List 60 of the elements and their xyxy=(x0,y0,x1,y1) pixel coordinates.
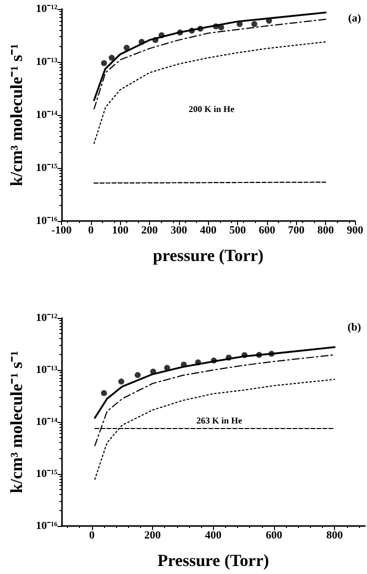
point xyxy=(242,352,248,358)
point xyxy=(152,37,158,44)
x-tick-label: 400 xyxy=(205,530,222,542)
x-tick-label: 400 xyxy=(200,224,217,236)
line-series xyxy=(94,354,336,446)
point xyxy=(134,372,141,378)
point xyxy=(226,354,232,361)
y-tick-label: 10⁻¹² xyxy=(36,3,58,15)
y-axis-title: k/cm³ molecule⁻¹ s⁻¹ xyxy=(7,44,26,186)
point xyxy=(164,364,170,371)
point xyxy=(100,390,107,396)
y-tick-label: 10⁻¹² xyxy=(36,312,58,324)
annotation: 200 K in He xyxy=(188,104,234,114)
x-axis-title: Pressure (Torr) xyxy=(157,551,270,570)
x-axis-title: pressure (Torr) xyxy=(152,246,264,265)
point xyxy=(158,32,165,38)
line-series xyxy=(94,346,336,419)
x-tick-label: 900 xyxy=(346,224,364,236)
point xyxy=(118,378,124,385)
x-tick-label: 100 xyxy=(112,224,129,236)
point xyxy=(195,359,202,366)
point xyxy=(101,60,108,66)
point xyxy=(108,54,115,61)
y-tick-label: 10⁻¹⁵ xyxy=(36,162,58,174)
line-series xyxy=(94,41,326,144)
point xyxy=(177,30,184,36)
y-tick-label: 10⁻¹⁶ xyxy=(36,520,58,532)
point xyxy=(197,26,204,32)
point xyxy=(256,352,262,358)
x-tick-label: 700 xyxy=(288,224,306,236)
line-series xyxy=(94,378,336,480)
y-tick-label: 10⁻¹⁴ xyxy=(36,416,58,428)
x-tick-label: 200 xyxy=(141,224,158,236)
x-tick-label: 0 xyxy=(88,224,94,236)
x-tick-label: 500 xyxy=(229,224,246,236)
x-tick-label: 300 xyxy=(170,224,188,236)
x-tick-label: 200 xyxy=(144,530,162,542)
annotation: (a) xyxy=(348,12,362,24)
x-tick-label: 600 xyxy=(266,530,283,542)
point xyxy=(251,21,258,28)
point xyxy=(212,23,219,30)
y-tick-label: 10⁻¹⁶ xyxy=(36,215,58,227)
annotation: 263 K in He xyxy=(196,416,242,426)
x-tick-label: -100 xyxy=(51,224,72,236)
y-tick-label: 10⁻¹⁴ xyxy=(36,109,58,121)
point xyxy=(138,38,145,45)
y-tick-label: 10⁻¹³ xyxy=(36,364,58,376)
x-tick-label: 600 xyxy=(258,224,276,236)
y-tick-label: 10⁻¹⁵ xyxy=(36,468,58,480)
x-tick-label: 800 xyxy=(326,530,344,542)
point xyxy=(268,350,275,357)
x-tick-label: 0 xyxy=(89,530,96,542)
point xyxy=(210,358,217,364)
point xyxy=(188,28,195,34)
y-axis-title: k/cm³ molecule⁻¹ s⁻¹ xyxy=(7,350,26,494)
point xyxy=(180,362,187,368)
x-tick-label: 800 xyxy=(317,224,334,236)
point xyxy=(124,44,130,51)
y-tick-label: 10⁻¹³ xyxy=(36,56,58,68)
annotation: (b) xyxy=(348,322,362,334)
